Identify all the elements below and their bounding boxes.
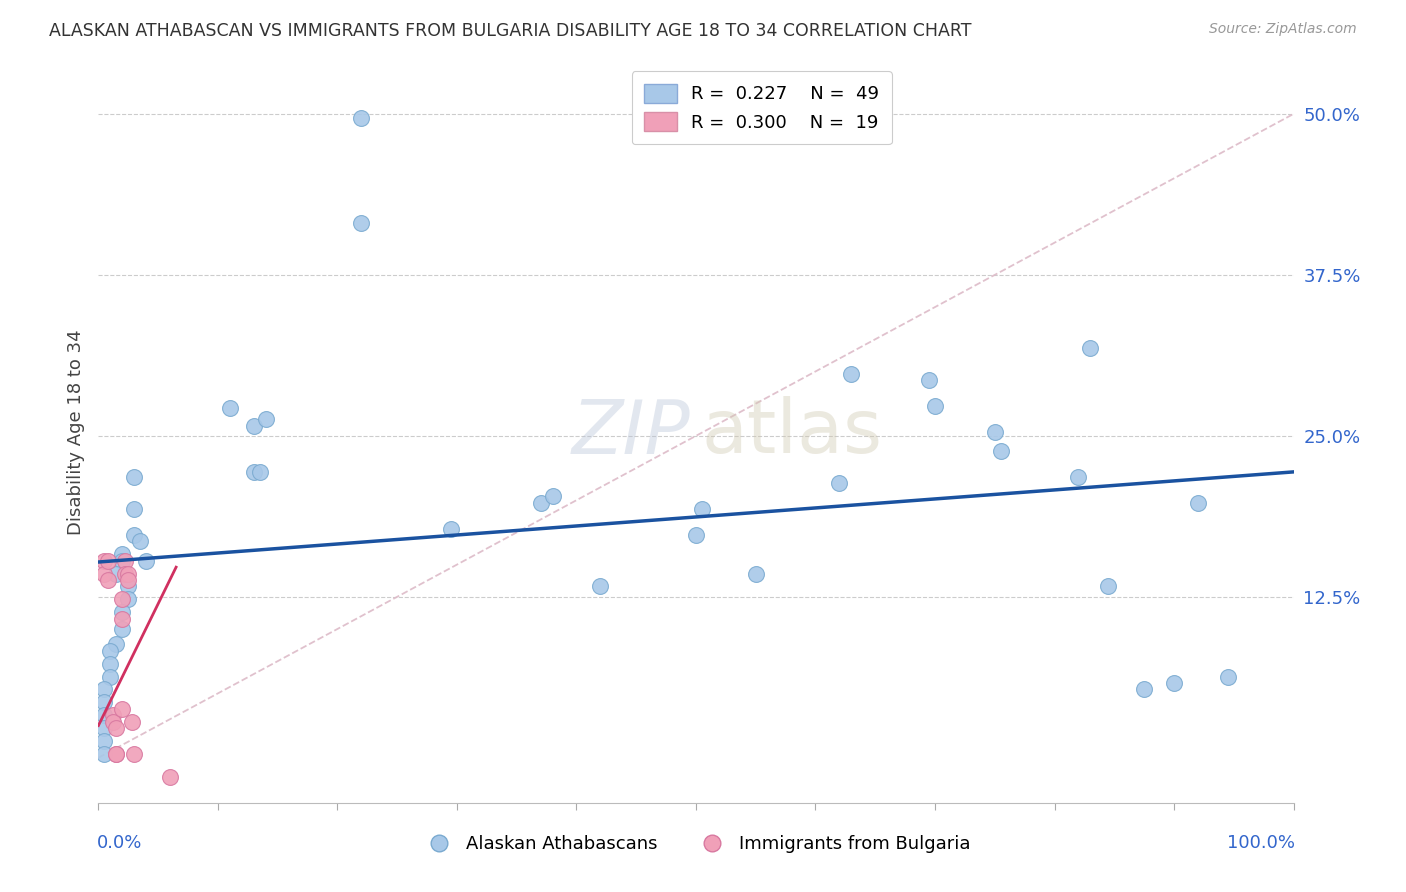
Legend: Alaskan Athabascans, Immigrants from Bulgaria: Alaskan Athabascans, Immigrants from Bul… [413,828,979,861]
Point [1187,496,1209,510]
Point [1067,470,1090,484]
Point [984,425,1007,439]
Point [1080,341,1102,355]
Point [105,747,128,761]
Point [93,747,115,761]
Point [121,714,143,729]
Point [1216,670,1239,684]
Point [117,579,139,593]
Text: 100.0%: 100.0% [1226,834,1295,852]
Point [530,496,553,510]
Point [111,622,134,636]
Point [350,216,373,230]
Point [117,566,139,581]
Text: atlas: atlas [702,396,883,469]
Point [105,566,128,581]
Point [114,554,136,568]
Point [841,367,863,381]
Point [243,465,266,479]
Point [541,489,564,503]
Point [117,592,139,607]
Point [93,566,115,581]
Text: ZIP: ZIP [571,397,690,468]
Y-axis label: Disability Age 18 to 34: Disability Age 18 to 34 [66,330,84,535]
Point [93,708,115,723]
Point [129,534,152,549]
Text: Source: ZipAtlas.com: Source: ZipAtlas.com [1209,22,1357,37]
Point [828,476,851,491]
Point [111,547,134,561]
Point [93,695,115,709]
Point [685,528,707,542]
Point [93,554,115,568]
Point [1163,676,1185,690]
Point [440,522,463,536]
Point [350,111,373,125]
Point [93,734,115,748]
Point [918,374,941,388]
Point [124,470,146,484]
Point [690,502,713,516]
Point [124,502,146,516]
Point [1133,682,1156,697]
Point [98,657,122,671]
Point [93,682,115,697]
Point [589,579,612,593]
Point [135,554,157,568]
Text: ALASKAN ATHABASCAN VS IMMIGRANTS FROM BULGARIA DISABILITY AGE 18 TO 34 CORRELATI: ALASKAN ATHABASCAN VS IMMIGRANTS FROM BU… [49,22,972,40]
Point [111,612,134,626]
Point [111,592,134,607]
Point [98,670,122,684]
Point [1097,579,1119,593]
Point [101,714,124,729]
Point [243,418,266,433]
Point [124,528,146,542]
Point [105,747,128,761]
Point [745,566,768,581]
Point [114,566,136,581]
Point [219,401,242,415]
Point [105,637,128,651]
Point [249,465,271,479]
Point [101,708,124,723]
Point [159,770,181,784]
Point [924,399,946,413]
Point [117,573,139,587]
Point [111,554,134,568]
Point [990,444,1012,458]
Text: 0.0%: 0.0% [97,834,142,852]
Point [111,702,134,716]
Point [97,573,120,587]
Point [254,412,277,426]
Point [111,605,134,619]
Point [97,554,120,568]
Point [98,644,122,658]
Point [105,721,128,735]
Point [93,721,115,735]
Point [124,747,146,761]
